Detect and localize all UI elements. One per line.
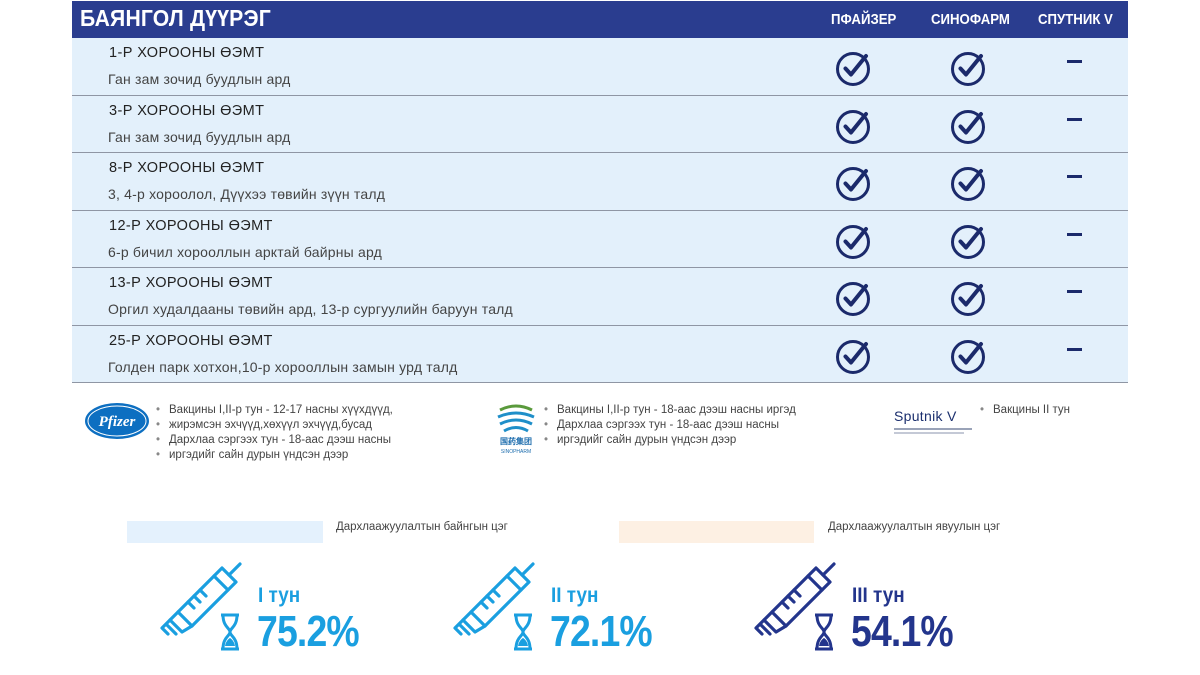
sinopharm-check-icon xyxy=(950,339,986,375)
sinopharm-check-icon xyxy=(950,51,986,87)
sinopharm-note-1: Вакцины I,II-р тун - 18-аас дээш насны и… xyxy=(544,403,834,418)
table-row: 8-Р ХОРООНЫ ӨЭМТ 3, 4-р хороолол, Дүүхээ… xyxy=(72,153,1128,211)
column-sinopharm: СИНОФАРМ xyxy=(931,11,1010,28)
health-center-name: 1-Р ХОРООНЫ ӨЭМТ xyxy=(109,45,265,61)
dose-percent: 75.2% xyxy=(257,607,360,656)
sputnik-dash-icon xyxy=(1067,232,1082,236)
hourglass-icon xyxy=(512,613,534,656)
syringe-icon xyxy=(752,562,840,649)
sinopharm-check-icon xyxy=(950,166,986,202)
pfizer-check-icon xyxy=(835,339,871,375)
pfizer-note-2: Дархлаа сэргээх тун - 18-аас дээш насны xyxy=(156,433,436,448)
district-title: БАЯНГОЛ ДҮҮРЭГ xyxy=(80,5,271,31)
svg-text:Pfizer: Pfizer xyxy=(99,414,136,430)
sinopharm-check-icon xyxy=(950,109,986,145)
pfizer-note-2b: иргэдийг сайн дурын үндсэн дээр xyxy=(156,448,436,463)
sputnik-logo: Sputnik V xyxy=(894,408,978,434)
pfizer-check-icon xyxy=(835,281,871,317)
pfizer-logo: Pfizer xyxy=(85,403,149,439)
table-row: 25-Р ХОРООНЫ ӨЭМТ Голден парк хотхон,10-… xyxy=(72,325,1128,383)
health-center-address: Голден парк хотхон,10-р хорооллын замын … xyxy=(108,358,458,375)
syringe-icon xyxy=(158,562,246,649)
vaccination-points-table: БАЯНГОЛ ДҮҮРЭГ ПФАЙЗЕР СИНОФАРМ СПУТНИК … xyxy=(72,1,1128,383)
health-center-address: Оргил худалдааны төвийн ард, 13-р сургуу… xyxy=(108,301,513,317)
sputnik-dash-icon xyxy=(1067,117,1082,121)
mobile-point-label: Дархлаажуулалтын явуулын цэг xyxy=(828,521,1001,533)
dose-percent: 54.1% xyxy=(851,607,954,656)
health-center-address: Ган зам зочид буудлын ард xyxy=(108,71,291,87)
pfizer-check-icon xyxy=(835,51,871,87)
health-center-name: 25-Р ХОРООНЫ ӨЭМТ xyxy=(109,332,273,349)
dose-label: III тун xyxy=(852,584,905,607)
pfizer-note-1: Вакцины I,II-р тун - 12-17 насны хүүхдүү… xyxy=(156,403,436,418)
sputnik-note-1: Вакцины II тун xyxy=(980,403,1100,418)
table-row: 12-Р ХОРООНЫ ӨЭМТ 6-р бичил хорооллын ар… xyxy=(72,210,1128,268)
svg-text:SINOPHARM: SINOPHARM xyxy=(501,449,531,455)
pfizer-check-icon xyxy=(835,166,871,202)
sputnik-dash-icon xyxy=(1067,175,1082,178)
health-center-name: 8-Р ХОРООНЫ ӨЭМТ xyxy=(109,160,265,176)
sputnik-dash-icon xyxy=(1067,60,1082,63)
sinopharm-logo: 国药集团 SINOPHARM xyxy=(497,404,535,455)
health-center-name: 13-Р ХОРООНЫ ӨЭМТ xyxy=(109,275,273,291)
mobile-point-swatch xyxy=(619,521,814,543)
hourglass-icon xyxy=(219,613,241,656)
dose-label: II тун xyxy=(551,584,599,607)
health-center-name: 12-Р ХОРООНЫ ӨЭМТ xyxy=(109,217,273,234)
sinopharm-check-icon xyxy=(950,224,986,260)
sinopharm-note-2: Дархлаа сэргээх тун - 18-аас дээш насны xyxy=(544,418,834,433)
sputnik-dash-icon xyxy=(1067,347,1082,351)
fixed-point-label: Дархлаажуулалтын байнгын цэг xyxy=(336,521,508,533)
table-row: 1-Р ХОРООНЫ ӨЭМТ Ган зам зочид буудлын а… xyxy=(72,38,1128,96)
table-row: 13-Р ХОРООНЫ ӨЭМТ Оргил худалдааны төвий… xyxy=(72,268,1128,326)
sinopharm-note-2b: иргэдийг сайн дурын үндсэн дээр xyxy=(544,433,834,448)
sputnik-dash-icon xyxy=(1067,290,1082,293)
table-header: БАЯНГОЛ ДҮҮРЭГ ПФАЙЗЕР СИНОФАРМ СПУТНИК … xyxy=(72,1,1128,38)
health-center-address: Ган зам зочид буудлын ард xyxy=(108,128,291,145)
column-sputnik: СПУТНИК V xyxy=(1038,11,1113,28)
pfizer-check-icon xyxy=(835,224,871,260)
dose-label: I тун xyxy=(258,584,301,607)
health-center-address: 3, 4-р хороолол, Дүүхээ төвийн зүүн талд xyxy=(108,186,386,202)
health-center-address: 6-р бичил хорооллын арктай байрны ард xyxy=(108,243,383,260)
svg-text:国药集团: 国药集团 xyxy=(500,436,532,446)
hourglass-icon xyxy=(813,613,835,656)
sinopharm-check-icon xyxy=(950,281,986,317)
dose-percent: 72.1% xyxy=(550,607,653,656)
health-center-name: 3-Р ХОРООНЫ ӨЭМТ xyxy=(109,102,265,119)
fixed-point-swatch xyxy=(127,521,323,543)
pfizer-note-1b: жирэмсэн эхчүүд,хөхүүл эхчүүд,бусад xyxy=(156,418,436,433)
syringe-icon xyxy=(451,562,539,649)
table-row: 3-Р ХОРООНЫ ӨЭМТ Ган зам зочид буудлын а… xyxy=(72,95,1128,153)
column-pfizer: ПФАЙЗЕР xyxy=(831,11,897,28)
pfizer-check-icon xyxy=(835,109,871,145)
